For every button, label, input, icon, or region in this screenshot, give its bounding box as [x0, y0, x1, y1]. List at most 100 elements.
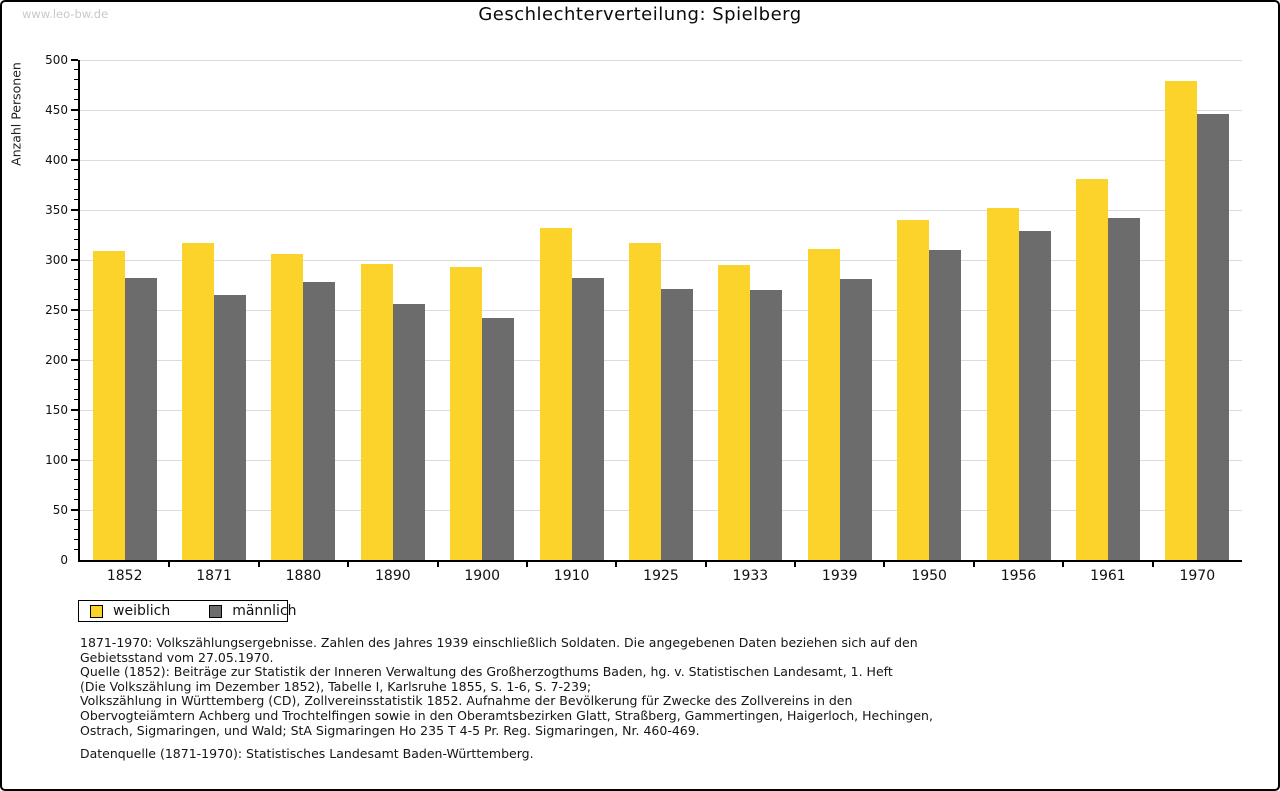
bar-weiblich-1890	[360, 264, 393, 560]
x-boundary-tick-12	[1151, 562, 1154, 567]
maennlich-swatch-icon	[209, 604, 223, 618]
y-minor-tick-80	[74, 479, 78, 480]
y-minor-tick-430	[74, 129, 78, 130]
y-minor-tick-190	[74, 369, 78, 370]
weiblich-swatch-icon	[90, 604, 103, 618]
bar-männlich-1910	[571, 278, 604, 560]
x-boundary-tick-10	[972, 562, 975, 567]
y-minor-tick-480	[74, 79, 78, 80]
y-minor-tick-320	[74, 239, 78, 240]
y-minor-tick-270	[74, 289, 78, 290]
x-tick-label-1871: 1871	[196, 568, 232, 584]
y-major-tick-450	[71, 109, 78, 111]
x-boundary-tick-8	[794, 562, 797, 567]
gridline-450	[80, 110, 1242, 111]
x-tick-label-1900: 1900	[464, 568, 501, 584]
y-tick-label-150: 150	[45, 403, 68, 417]
x-tick-label-1910: 1910	[553, 568, 590, 584]
watermark: www.leo-bw.de	[22, 7, 109, 21]
bar-weiblich-1910	[539, 228, 572, 560]
y-tick-label-500: 500	[45, 53, 68, 67]
footnote-line-2: Gebietsstand vom 27.05.1970.	[80, 649, 274, 665]
y-minor-tick-490	[74, 69, 78, 70]
y-minor-tick-340	[74, 219, 78, 220]
y-minor-tick-210	[74, 349, 78, 350]
bar-männlich-1852	[124, 278, 157, 560]
x-tick-label-1925: 1925	[643, 568, 679, 584]
y-tick-label-100: 100	[45, 453, 68, 467]
bar-männlich-1900	[482, 318, 515, 560]
x-boundary-tick-9	[883, 562, 886, 567]
y-minor-tick-160	[74, 399, 78, 400]
y-major-tick-150	[71, 409, 78, 411]
chart-title: Geschlechterverteilung: Spielberg	[478, 4, 802, 25]
y-major-tick-200	[71, 359, 78, 361]
y-tick-label-50: 50	[52, 503, 68, 517]
y-minor-tick-130	[74, 429, 78, 430]
bar-weiblich-1939	[807, 249, 840, 560]
y-minor-tick-260	[74, 299, 78, 300]
y-minor-tick-290	[74, 269, 78, 270]
x-tick-label-1939: 1939	[821, 568, 858, 584]
bar-männlich-1961	[1107, 218, 1140, 560]
y-tick-label-300: 300	[45, 253, 68, 267]
datasource-line: Datenquelle (1871-1970): Statistisches L…	[80, 746, 534, 762]
y-minor-tick-20	[74, 539, 78, 540]
footnote-line-7: Ostrach, Sigmaringen, und Wald; StA Sigm…	[80, 722, 700, 738]
footnote-line-1: 1871-1970: Volkszählungsergebnisse. Zahl…	[80, 635, 918, 650]
bar-männlich-1880	[303, 282, 336, 560]
y-minor-tick-30	[74, 529, 78, 530]
bar-männlich-1970	[1197, 114, 1230, 560]
y-minor-tick-60	[74, 499, 78, 500]
footnote-line-4: (Die Volkszählung im Dezember 1852), Tab…	[80, 678, 592, 694]
y-minor-tick-180	[74, 379, 78, 380]
bar-weiblich-1900	[450, 267, 483, 560]
gridline-350	[80, 210, 1242, 211]
y-major-tick-300	[71, 259, 78, 261]
bar-weiblich-1880	[271, 254, 304, 560]
bar-männlich-1871	[214, 295, 247, 560]
footnote-line-6: Obervogteiämtern Achberg und Trochtelfin…	[80, 707, 933, 723]
x-tick-label-1956: 1956	[1000, 568, 1037, 584]
bar-männlich-1939	[839, 279, 872, 560]
bar-weiblich-1852	[92, 251, 125, 560]
y-minor-tick-110	[74, 449, 78, 450]
bar-männlich-1890	[392, 304, 425, 560]
x-tick-label-1961: 1961	[1090, 568, 1126, 584]
y-minor-tick-330	[74, 229, 78, 230]
x-tick-label-1880: 1880	[285, 568, 322, 584]
x-boundary-tick-4	[436, 562, 439, 567]
footnote-lines: 1871-1970: Volkszählungsergebnisse. Zahl…	[80, 635, 1210, 738]
x-tick-label-1950: 1950	[911, 568, 947, 584]
y-tick-label-250: 250	[45, 303, 68, 317]
x-tick-label-1890: 1890	[375, 568, 411, 584]
legend-item-maennlich: männlich	[209, 603, 297, 619]
bar-weiblich-1970	[1165, 81, 1198, 560]
gridline-300	[80, 260, 1242, 261]
x-boundary-tick-2	[257, 562, 260, 567]
y-major-tick-250	[71, 309, 78, 311]
bar-weiblich-1933	[718, 265, 751, 560]
y-minor-tick-310	[74, 249, 78, 250]
y-axis-label: Anzahl Personen	[8, 62, 24, 166]
gridline-400	[80, 160, 1242, 161]
y-major-tick-50	[71, 509, 78, 511]
y-minor-tick-170	[74, 389, 78, 390]
y-tick-label-450: 450	[45, 103, 68, 117]
y-minor-tick-220	[74, 339, 78, 340]
y-minor-tick-240	[74, 319, 78, 320]
y-major-tick-100	[71, 459, 78, 461]
y-minor-tick-380	[74, 179, 78, 180]
bar-männlich-1925	[661, 289, 693, 560]
legend-item-weiblich: weiblich	[90, 603, 170, 619]
footnote-line-3: Quelle (1852): Beiträge zur Statistik de…	[80, 664, 893, 680]
bar-weiblich-1956	[986, 208, 1019, 560]
x-boundary-tick-5	[525, 562, 528, 567]
bar-männlich-1956	[1018, 231, 1051, 560]
y-minor-tick-70	[74, 489, 78, 490]
y-minor-tick-280	[74, 279, 78, 280]
bar-weiblich-1871	[182, 243, 215, 560]
y-tick-label-0: 0	[60, 553, 68, 567]
y-minor-tick-120	[74, 439, 78, 440]
gridline-500	[80, 60, 1242, 61]
